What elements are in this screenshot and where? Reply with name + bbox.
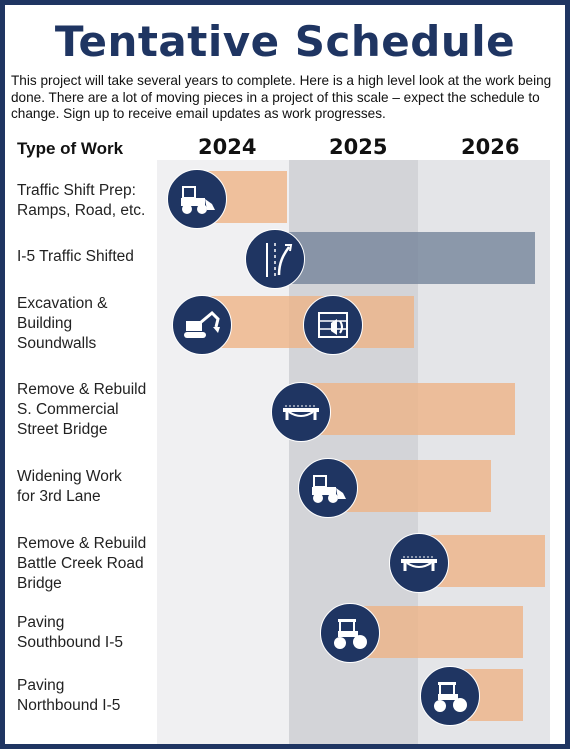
- loader-icon: [298, 458, 358, 518]
- row-label-paving-northbound: Paving Northbound I-5: [17, 677, 121, 714]
- bridge-icon: [389, 533, 449, 593]
- soundwall-icon: [303, 295, 363, 355]
- row-label-commercial-bridge: Remove & Rebuild S. Commercial Street Br…: [17, 381, 147, 438]
- row-label-traffic-shift-prep: Traffic Shift Prep: Ramps, Road, etc.: [17, 182, 146, 219]
- row-label-battle-creek-bridge: Remove & Rebuild Battle Creek Road Bridg…: [17, 535, 147, 592]
- page-title: Tentative Schedule: [54, 17, 516, 66]
- traffic-shift-icon: [245, 229, 305, 289]
- bridge-icon: [271, 382, 331, 442]
- row-label-paving-southbound: Paving Southbound I-5: [17, 614, 124, 651]
- year-label-2025: 2025: [329, 135, 388, 159]
- row-label-excavation-soundwalls: Excavation & Building Soundwalls: [17, 295, 108, 352]
- loader-icon: [167, 169, 227, 229]
- schedule-poster: Tentative Schedule This project will tak…: [5, 5, 565, 744]
- row-label-traffic-shifted: I-5 Traffic Shifted: [17, 248, 134, 265]
- bar-commercial-bridge: [299, 383, 515, 435]
- year-label-2026: 2026: [461, 135, 520, 159]
- roller-icon: [420, 666, 480, 726]
- bar-traffic-shifted: [275, 232, 535, 284]
- roller-icon: [320, 603, 380, 663]
- year-label-2024: 2024: [198, 135, 257, 159]
- intro-text: This project will take several years to …: [11, 73, 552, 121]
- type-of-work-header: Type of Work: [17, 139, 124, 158]
- excavator-icon: [172, 295, 232, 355]
- row-label-widening: Widening Work for 3rd Lane: [17, 468, 122, 505]
